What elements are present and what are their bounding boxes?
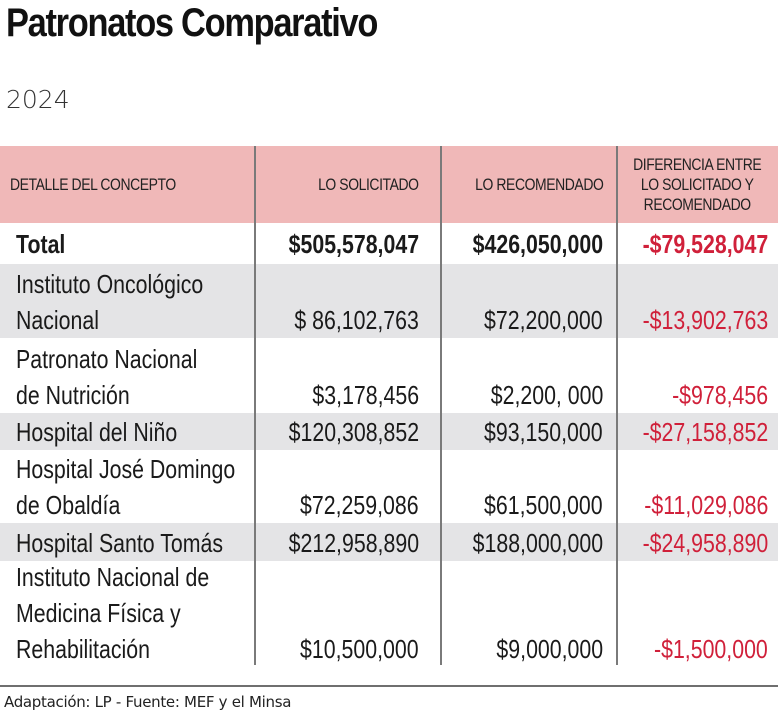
concept-cell: Hospital del Niño <box>0 413 255 450</box>
column-header-label: DIFERENCIA ENTRE LO SOLICITADO Y RECOMEN… <box>633 154 762 215</box>
table-row: Patronato Nacional de Nutrición $3,178,4… <box>0 338 778 413</box>
diferencia-cell: -$978,456 <box>617 338 778 413</box>
diferencia-value: -$1,500,000 <box>654 634 768 664</box>
recomendado-value: $188,000,000 <box>472 528 603 558</box>
concept-line: Hospital José Domingo <box>16 454 236 484</box>
concept-label: Hospital Santo Tomás <box>16 528 223 558</box>
column-divider <box>616 146 618 665</box>
table-row: Instituto Nacional de Medicina Física y … <box>0 561 778 667</box>
table-row: Hospital del Niño $120,308,852 $93,150,0… <box>0 413 778 450</box>
concept-label: Hospital del Niño <box>16 417 178 447</box>
diferencia-value: -$79,528,047 <box>642 228 768 259</box>
diferencia-value: -$11,029,086 <box>643 490 768 520</box>
column-header-label: DETALLE DEL CONCEPTO <box>10 174 176 194</box>
recomendado-value: $9,000,000 <box>496 634 603 664</box>
concept-cell: Instituto Oncológico Nacional <box>0 264 255 338</box>
concept-line: de Obaldía <box>16 490 121 520</box>
concept-line: de Nutrición <box>16 380 130 410</box>
recomendado-cell: $426,050,000 <box>441 223 617 264</box>
table-header-row: DETALLE DEL CONCEPTO LO SOLICITADO LO RE… <box>0 146 778 223</box>
solicitado-cell: $10,500,000 <box>255 561 441 667</box>
concept-line: Instituto Nacional de <box>16 562 210 592</box>
diferencia-cell: -$1,500,000 <box>617 561 778 667</box>
recomendado-value: $2,200, 000 <box>490 380 603 410</box>
column-divider <box>440 146 442 665</box>
footer-divider <box>0 685 778 687</box>
solicitado-cell: $212,958,890 <box>255 523 441 561</box>
solicitado-value: $ 86,102,763 <box>294 305 419 335</box>
solicitado-value: $120,308,852 <box>288 417 419 447</box>
diferencia-cell: -$11,029,086 <box>617 450 778 523</box>
solicitado-value: $10,500,000 <box>300 634 419 664</box>
concept-cell: Instituto Nacional de Medicina Física y … <box>0 561 255 667</box>
column-divider <box>254 146 256 665</box>
comparison-table: DETALLE DEL CONCEPTO LO SOLICITADO LO RE… <box>0 146 778 667</box>
column-header-concept: DETALLE DEL CONCEPTO <box>0 146 255 223</box>
solicitado-cell: $3,178,456 <box>255 338 441 413</box>
diferencia-value: -$27,158,852 <box>642 417 768 447</box>
concept-line: Medicina Física y <box>16 598 181 628</box>
column-header-solicitado: LO SOLICITADO <box>255 146 441 223</box>
solicitado-value: $3,178,456 <box>312 380 419 410</box>
solicitado-cell: $72,259,086 <box>255 450 441 523</box>
concept-line: Patronato Nacional <box>16 344 198 374</box>
solicitado-cell: $120,308,852 <box>255 413 441 450</box>
recomendado-value: $426,050,000 <box>472 228 603 259</box>
concept-cell: Total <box>0 223 255 264</box>
page-title: Patronatos Comparativo <box>6 1 378 45</box>
concept-line: Instituto Oncológico <box>16 269 204 299</box>
diferencia-cell: -$27,158,852 <box>617 413 778 450</box>
solicitado-cell: $505,578,047 <box>255 223 441 264</box>
table-row-total: Total $505,578,047 $426,050,000 -$79,528… <box>0 223 778 264</box>
recomendado-value: $72,200,000 <box>484 305 603 335</box>
diferencia-cell: -$79,528,047 <box>617 223 778 264</box>
source-note: Adaptación: LP - Fuente: MEF y el Minsa <box>4 693 292 711</box>
header-line: RECOMENDADO <box>643 194 752 214</box>
column-header-label: LO RECOMENDADO <box>474 174 604 194</box>
solicitado-value: $212,958,890 <box>288 528 419 558</box>
diferencia-cell: -$13,902,763 <box>617 264 778 338</box>
recomendado-cell: $2,200, 000 <box>441 338 617 413</box>
table-row: Hospital José Domingo de Obaldía $72,259… <box>0 450 778 523</box>
recomendado-cell: $61,500,000 <box>441 450 617 523</box>
solicitado-cell: $ 86,102,763 <box>255 264 441 338</box>
column-header-recomendado: LO RECOMENDADO <box>441 146 617 223</box>
recomendado-value: $93,150,000 <box>484 417 603 447</box>
solicitado-value: $505,578,047 <box>288 228 419 259</box>
concept-label: Total <box>16 228 66 259</box>
recomendado-value: $61,500,000 <box>484 490 603 520</box>
header-line: DIFERENCIA ENTRE <box>633 154 762 174</box>
concept-line: Nacional <box>16 305 99 335</box>
concept-cell: Hospital Santo Tomás <box>0 523 255 561</box>
solicitado-value: $72,259,086 <box>300 490 419 520</box>
diferencia-value: -$13,902,763 <box>642 305 768 335</box>
recomendado-cell: $72,200,000 <box>441 264 617 338</box>
concept-label: Instituto Oncológico Nacional <box>16 266 203 338</box>
concept-cell: Hospital José Domingo de Obaldía <box>0 450 255 523</box>
concept-label: Instituto Nacional de Medicina Física y … <box>16 559 209 667</box>
concept-label: Patronato Nacional de Nutrición <box>16 341 197 413</box>
diferencia-value: -$978,456 <box>671 380 768 410</box>
diferencia-cell: -$24,958,890 <box>617 523 778 561</box>
concept-label: Hospital José Domingo de Obaldía <box>16 451 235 523</box>
header-line: LO SOLICITADO Y <box>641 174 754 194</box>
column-header-label: LO SOLICITADO <box>318 174 419 194</box>
recomendado-cell: $9,000,000 <box>441 561 617 667</box>
table-row: Instituto Oncológico Nacional $ 86,102,7… <box>0 264 778 338</box>
concept-line: Rehabilitación <box>16 634 150 664</box>
table-row: Hospital Santo Tomás $212,958,890 $188,0… <box>0 523 778 561</box>
diferencia-value: -$24,958,890 <box>642 528 768 558</box>
concept-cell: Patronato Nacional de Nutrición <box>0 338 255 413</box>
recomendado-cell: $188,000,000 <box>441 523 617 561</box>
column-header-diferencia: DIFERENCIA ENTRE LO SOLICITADO Y RECOMEN… <box>617 146 778 223</box>
year-subtitle: 2024 <box>6 85 70 114</box>
recomendado-cell: $93,150,000 <box>441 413 617 450</box>
